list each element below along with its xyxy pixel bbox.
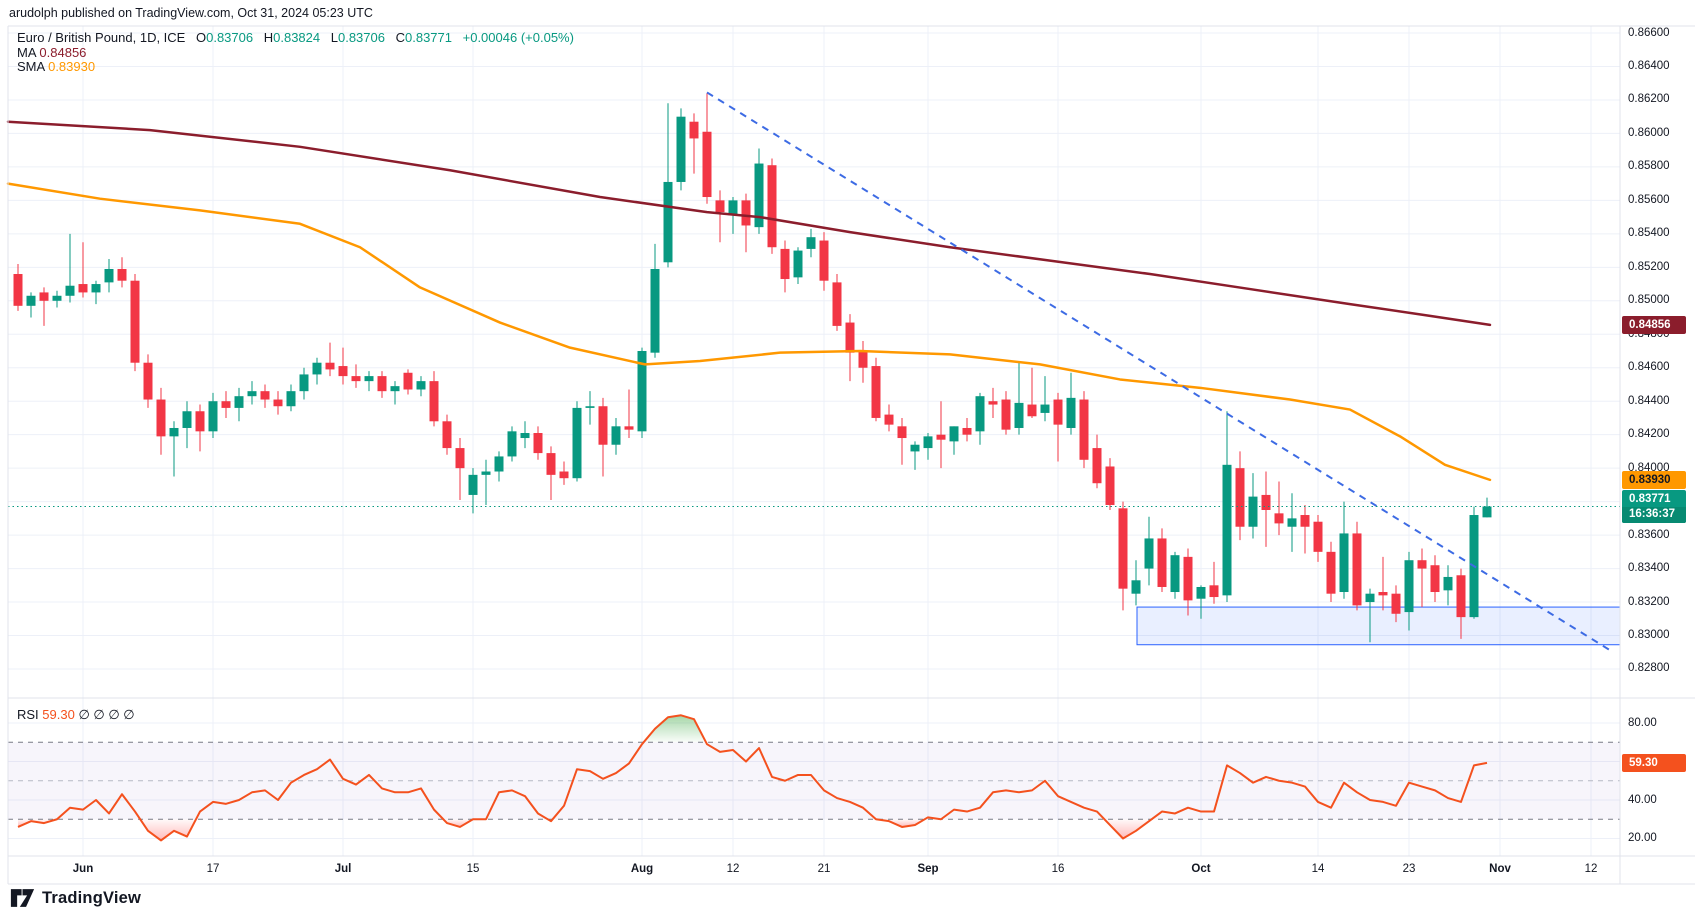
- trendline[interactable]: [706, 91, 1613, 653]
- ohlc-low: L0.83706: [330, 30, 385, 45]
- symbol-title[interactable]: Euro / British Pound, 1D, ICE: [17, 30, 186, 45]
- rsi-hidden-plots: ∅ ∅ ∅ ∅: [78, 707, 135, 722]
- grid-lines: [8, 26, 1620, 856]
- tradingview-logo-icon[interactable]: [10, 888, 35, 908]
- bar-countdown: 16:36:37: [1622, 507, 1686, 524]
- support-zone-rect[interactable]: [1136, 606, 1621, 646]
- legend-sma-row[interactable]: SMA 0.83930: [17, 59, 96, 74]
- last-price-badge: 0.83771 16:36:37: [1622, 490, 1686, 524]
- rsi-line[interactable]: [17, 714, 1488, 842]
- rsi-oversold-fill: [443, 819, 473, 827]
- sma-price-badge: 0.83930: [1622, 470, 1686, 489]
- ma-line[interactable]: [6, 120, 1492, 327]
- legend-ma-row[interactable]: MA 0.84856: [17, 44, 87, 60]
- tradingview-wordmark[interactable]: TradingView: [42, 888, 142, 907]
- sma-line[interactable]: [6, 182, 1492, 482]
- publish-note: arudolph published on TradingView.com, O…: [9, 6, 373, 20]
- symbol-legend[interactable]: Euro / British Pound, 1D, ICE O0.83706 H…: [17, 30, 574, 75]
- ohlc-open: O0.83706: [195, 30, 254, 45]
- ohlc-high: H0.83824: [263, 30, 321, 45]
- last-price-value: 0.83771: [1629, 493, 1671, 506]
- legend-ohlc-row: Euro / British Pound, 1D, ICE O0.83706 H…: [17, 30, 574, 46]
- rsi-oversold-fill: [1104, 819, 1152, 839]
- rsi-value-badge: 59.30: [1622, 753, 1686, 772]
- rsi-overbought-fill: [643, 715, 706, 743]
- footer: TradingView: [10, 888, 141, 908]
- rsi-legend[interactable]: RSI 59.30 ∅ ∅ ∅ ∅: [17, 707, 135, 722]
- ohlc-close: C0.83771: [395, 30, 452, 45]
- change-value: +0.00046 (+0.05%): [462, 30, 574, 45]
- ma-price-badge: 0.84856: [1622, 315, 1686, 334]
- frame-lines: [7, 25, 1695, 885]
